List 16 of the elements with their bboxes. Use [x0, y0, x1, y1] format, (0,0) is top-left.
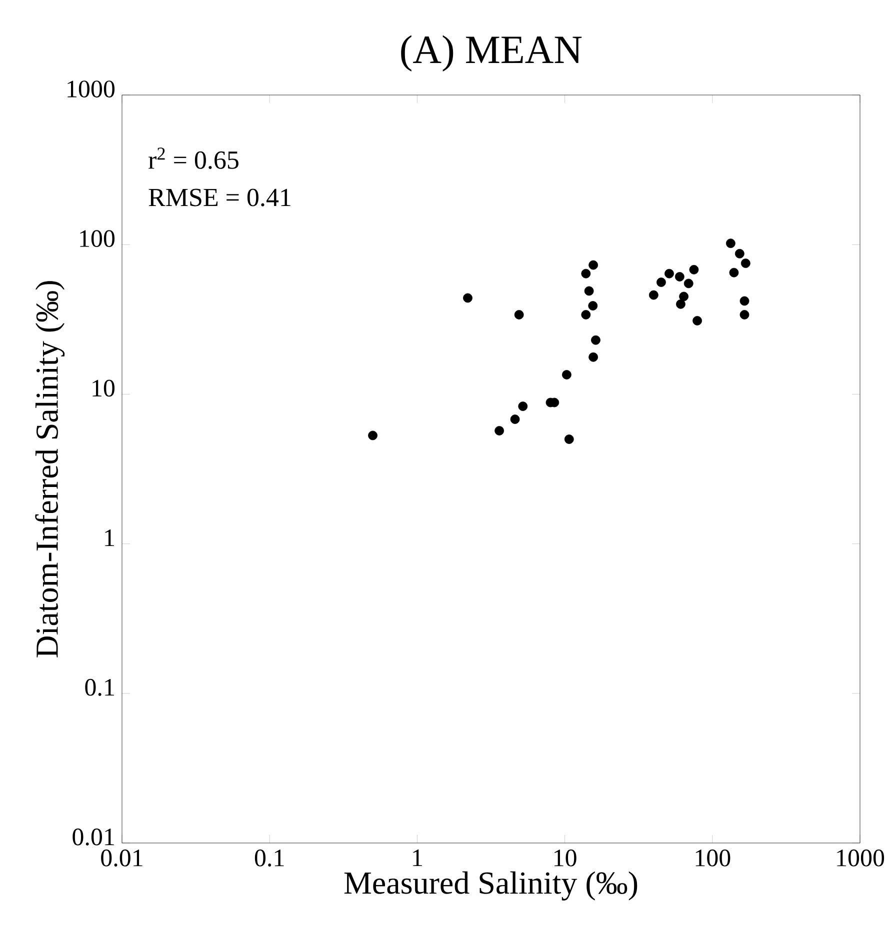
x-tick-label: 1000	[837, 850, 884, 866]
x-tick-label: 0.1	[254, 850, 284, 867]
annotation: RMSE = 0.41	[148, 188, 290, 206]
x-axis-title: Measured Salinity (‰)	[344, 871, 638, 900]
x-tick-label: 10	[554, 850, 576, 866]
y-tick-label: 1000	[68, 80, 115, 98]
y-tick-label: 0.01	[72, 828, 114, 846]
x-tick-label: 100	[696, 850, 730, 866]
y-tick-label: 0.1	[85, 678, 114, 696]
y-axis-title: Diatom-Inferred Salinity (‰)	[35, 281, 65, 658]
x-tick-label: 1	[413, 850, 422, 866]
y-tick-label: 100	[80, 230, 115, 248]
chart-title: (A) MEAN	[401, 35, 582, 72]
y-tick-label: 1	[105, 530, 114, 546]
y-tick-label: 10	[92, 380, 115, 397]
annotation: r$^{2}$ = 0.65	[148, 148, 238, 170]
